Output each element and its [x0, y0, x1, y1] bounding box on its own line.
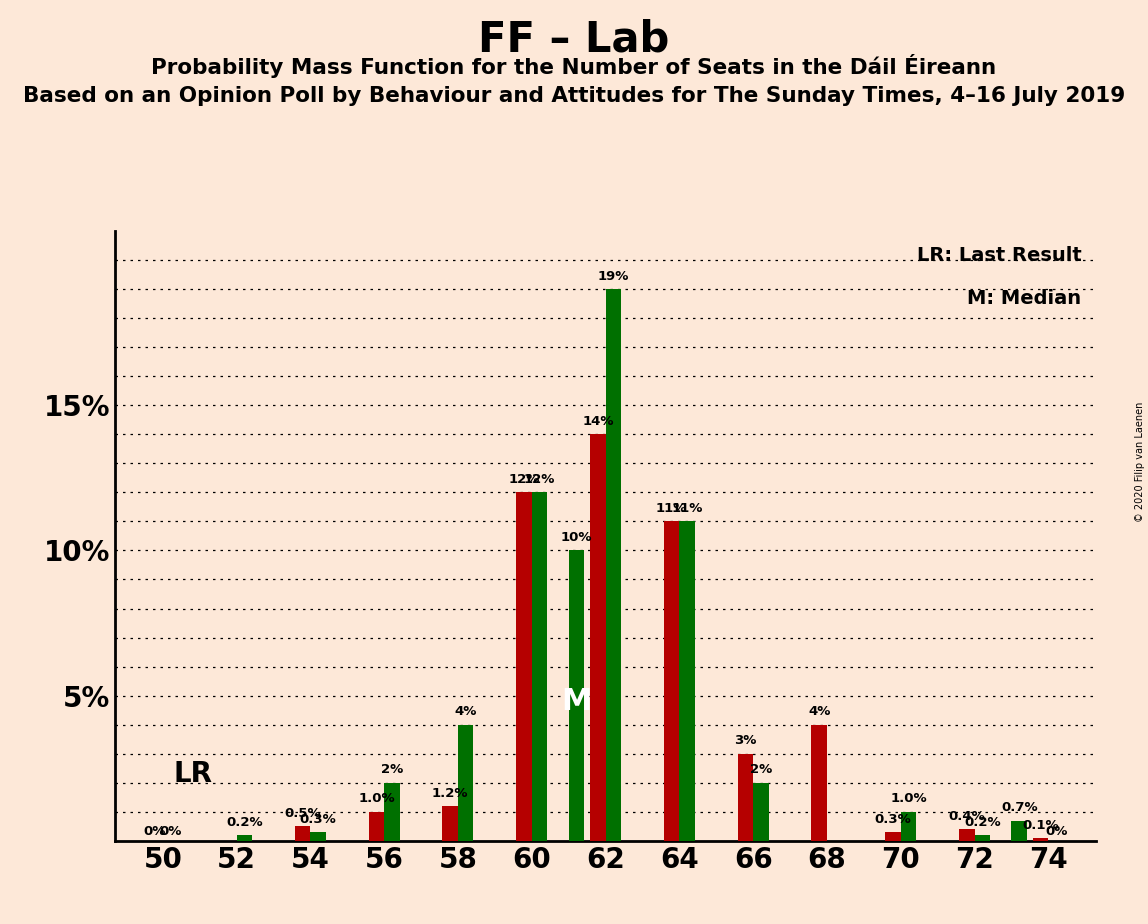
- Text: M: Median: M: Median: [968, 289, 1081, 308]
- Text: 12%: 12%: [509, 473, 540, 486]
- Text: 0.2%: 0.2%: [964, 816, 1001, 829]
- Text: Based on an Opinion Poll by Behaviour and Attitudes for The Sunday Times, 4–16 J: Based on an Opinion Poll by Behaviour an…: [23, 86, 1125, 106]
- Text: 2%: 2%: [750, 763, 773, 776]
- Text: 11%: 11%: [656, 502, 688, 515]
- Text: 12%: 12%: [523, 473, 556, 486]
- Text: 14%: 14%: [582, 415, 613, 428]
- Bar: [532, 492, 548, 841]
- Text: 19%: 19%: [598, 270, 629, 283]
- Bar: [753, 783, 769, 841]
- Text: 0%: 0%: [160, 825, 181, 838]
- Text: LR: LR: [173, 760, 212, 788]
- Text: 1.2%: 1.2%: [432, 786, 468, 799]
- Bar: [590, 434, 605, 841]
- Text: LR: Last Result: LR: Last Result: [917, 246, 1081, 265]
- Bar: [885, 833, 901, 841]
- Bar: [236, 835, 253, 841]
- Bar: [738, 754, 753, 841]
- Text: © 2020 Filip van Laenen: © 2020 Filip van Laenen: [1134, 402, 1145, 522]
- Bar: [310, 833, 326, 841]
- Text: M: M: [561, 687, 591, 716]
- Text: 2%: 2%: [381, 763, 403, 776]
- Text: 10%: 10%: [560, 531, 592, 544]
- Bar: [901, 812, 916, 841]
- Bar: [385, 783, 400, 841]
- Bar: [295, 826, 310, 841]
- Text: 11%: 11%: [672, 502, 703, 515]
- Text: 3%: 3%: [735, 735, 757, 748]
- Text: 1.0%: 1.0%: [890, 793, 926, 806]
- Bar: [458, 724, 473, 841]
- Bar: [442, 806, 458, 841]
- Text: 4%: 4%: [808, 705, 830, 718]
- Bar: [959, 829, 975, 841]
- Text: 0%: 0%: [1045, 825, 1068, 838]
- Text: Probability Mass Function for the Number of Seats in the Dáil Éireann: Probability Mass Function for the Number…: [152, 54, 996, 78]
- Text: 0.5%: 0.5%: [285, 807, 321, 820]
- Text: 0%: 0%: [144, 825, 166, 838]
- Bar: [605, 289, 621, 841]
- Bar: [680, 521, 695, 841]
- Text: FF – Lab: FF – Lab: [479, 18, 669, 60]
- Bar: [568, 551, 584, 841]
- Bar: [517, 492, 532, 841]
- Bar: [975, 835, 990, 841]
- Text: 0.3%: 0.3%: [875, 813, 912, 826]
- Bar: [1033, 838, 1048, 841]
- Text: 0.7%: 0.7%: [1001, 801, 1038, 814]
- Bar: [812, 724, 827, 841]
- Text: 0.3%: 0.3%: [300, 813, 336, 826]
- Text: 4%: 4%: [455, 705, 476, 718]
- Bar: [1011, 821, 1027, 841]
- Text: 0.1%: 0.1%: [1023, 819, 1058, 832]
- Text: 1.0%: 1.0%: [358, 793, 395, 806]
- Text: 0.4%: 0.4%: [948, 809, 985, 823]
- Bar: [664, 521, 680, 841]
- Text: 0.2%: 0.2%: [226, 816, 263, 829]
- Bar: [369, 812, 385, 841]
